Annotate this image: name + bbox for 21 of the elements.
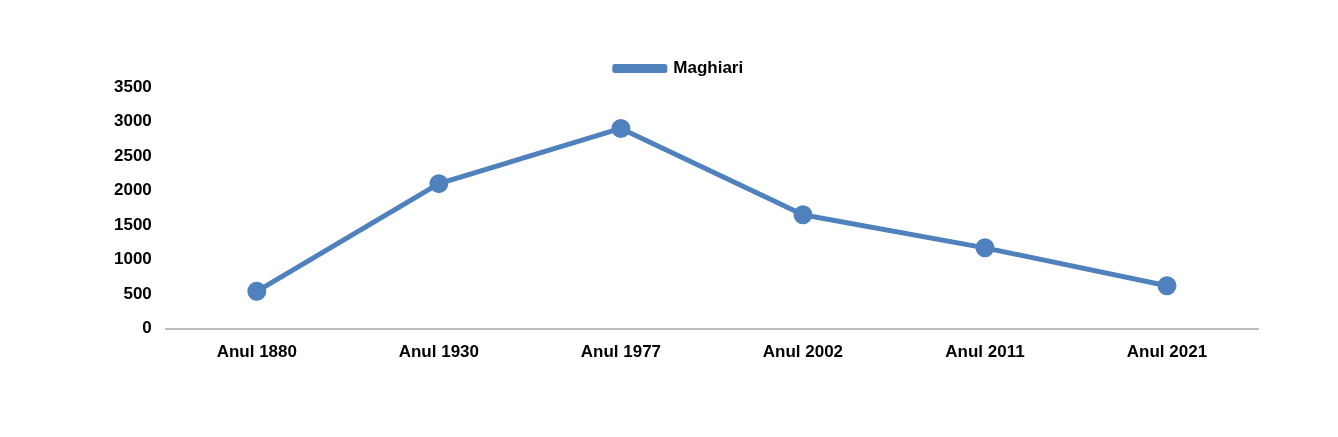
legend-label: Maghiari [673,58,744,78]
y-tick-label: 1000 [113,249,152,269]
x-tick-label: Anul 1930 [398,342,480,362]
y-tick-label: 500 [123,283,152,303]
x-tick-label: Anul 1977 [580,342,662,362]
y-tick-label: 2500 [113,145,152,165]
x-tick-label: Anul 2002 [762,342,844,362]
point [975,238,995,258]
y-tick-label: 3000 [113,111,152,131]
point [611,118,631,138]
y-tick-label: 0 [142,318,152,338]
y-tick-label: 3500 [113,76,152,96]
x-tick-label: Anul 1880 [216,342,297,362]
point [1157,276,1177,296]
x-tick-label: Anul 2021 [1126,342,1208,362]
x-tick-label: Anul 2011 [945,342,1025,362]
point [793,205,813,225]
point [247,281,267,301]
y-tick-label: 2000 [113,180,152,200]
point [429,174,449,194]
y-tick-label: 1500 [113,214,152,234]
